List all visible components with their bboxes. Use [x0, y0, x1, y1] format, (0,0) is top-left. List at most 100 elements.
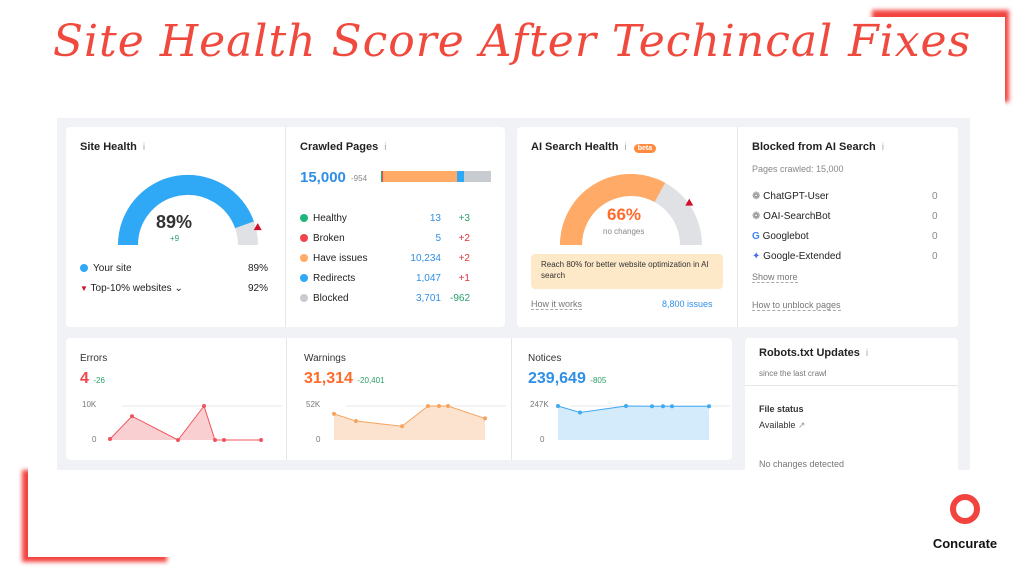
your-site-value: 89%: [248, 263, 269, 274]
crawled-row-value[interactable]: 13: [429, 213, 441, 224]
file-status-label: File status: [759, 404, 804, 414]
concurate-logo: Concurate: [925, 494, 1005, 551]
data-point[interactable]: [426, 404, 430, 408]
data-point[interactable]: [556, 404, 560, 408]
external-link-icon: ↗: [797, 420, 806, 430]
how-it-works-link[interactable]: How it works: [531, 299, 583, 310]
crawled-row-delta: +2: [458, 253, 470, 264]
chart-title: Notices: [528, 353, 562, 364]
crawled-row[interactable]: Healthy: [300, 213, 347, 224]
chevron-down-icon: ⌄: [174, 283, 183, 294]
bot-value: 0: [932, 211, 938, 222]
data-point[interactable]: [130, 414, 134, 419]
no-changes-text: No changes detected: [759, 459, 845, 469]
bar-segment-healthy: [381, 171, 383, 182]
site-health-gauge: [117, 174, 262, 246]
chart-errors: [108, 404, 282, 442]
crawled-row[interactable]: Redirects: [300, 273, 355, 284]
crawled-row[interactable]: Broken: [300, 233, 345, 244]
chart-notices: [556, 404, 730, 440]
bar-segment-broken: [382, 171, 384, 182]
card-ai: AI Search Health i beta 66% no changes Re…: [517, 127, 958, 327]
openai-icon: ❁: [752, 211, 761, 222]
crawled-row-delta: +1: [458, 273, 470, 284]
card-issues: Errors 4 -26 10K 0 Warnings 31,314 -20,40…: [66, 338, 732, 460]
chart-value[interactable]: 4 -26: [80, 370, 105, 387]
file-status-available[interactable]: Available ↗: [759, 420, 806, 430]
divider: [285, 127, 286, 327]
data-point[interactable]: [437, 404, 441, 408]
chart-value[interactable]: 31,314 -20,401: [304, 370, 385, 387]
logo-ring-icon: [950, 494, 980, 524]
google-icon: G: [752, 231, 760, 242]
legend-top10[interactable]: ▼ Top-10% websites ⌄: [80, 283, 183, 294]
data-point[interactable]: [259, 438, 263, 442]
data-point[interactable]: [213, 438, 217, 442]
data-point[interactable]: [650, 404, 654, 409]
pages-crawled: Pages crawled: 15,000: [752, 164, 844, 174]
data-point[interactable]: [578, 410, 582, 415]
data-point[interactable]: [108, 436, 112, 441]
page-title: Site Health Score After Techincal Fixes: [52, 16, 972, 67]
data-point[interactable]: [202, 404, 206, 408]
blocked-ai-title: Blocked from AI Search i: [752, 141, 884, 153]
data-point[interactable]: [661, 404, 665, 409]
crawled-title: Crawled Pages i: [300, 141, 387, 153]
data-point[interactable]: [332, 411, 336, 416]
data-point[interactable]: [446, 404, 450, 408]
legend-your-site: Your site: [80, 263, 132, 274]
openai-icon: ❁: [752, 191, 761, 202]
bot-value: 0: [932, 231, 938, 242]
series-area: [558, 406, 709, 440]
bar-segment-blocked: [464, 171, 491, 182]
data-point[interactable]: [400, 424, 404, 429]
chart-title: Warnings: [304, 353, 346, 364]
data-point[interactable]: [176, 438, 180, 442]
chart-value[interactable]: 239,649 -805: [528, 370, 607, 387]
bot-row: G Googlebot: [752, 231, 809, 242]
data-point[interactable]: [707, 404, 711, 409]
issues-link[interactable]: 8,800 issues: [662, 299, 713, 309]
chart-warnings: [332, 404, 506, 440]
bot-value: 0: [932, 251, 938, 262]
data-point[interactable]: [354, 419, 358, 424]
crawled-row[interactable]: Have issues: [300, 253, 367, 264]
y-tick-zero: 0: [540, 435, 545, 444]
crawled-row-value[interactable]: 5: [435, 233, 441, 244]
top10-value: 92%: [248, 283, 269, 294]
robots-title: Robots.txt Updates i: [759, 347, 869, 359]
crawled-row-value[interactable]: 3,701: [415, 293, 441, 304]
bot-row: ❁ OAI-SearchBot: [752, 211, 831, 222]
ai-health-title: AI Search Health i beta: [531, 141, 657, 153]
dashboard: Site Health i 89% +9 Your site 89% ▼ Top-…: [57, 118, 970, 470]
unblock-link[interactable]: How to unblock pages: [752, 300, 841, 311]
show-more-link[interactable]: Show more: [752, 272, 798, 283]
crawled-row-value[interactable]: 10,234: [410, 253, 441, 264]
card-robots: Robots.txt Updates i since the last crawl…: [745, 338, 958, 470]
crawled-row[interactable]: Blocked: [300, 293, 349, 304]
ai-health-gauge: [560, 173, 702, 246]
bot-row: ❁ ChatGPT-User: [752, 191, 829, 202]
crawled-row-value[interactable]: 1,047: [415, 273, 441, 284]
crawled-delta: -954: [351, 174, 368, 183]
robots-sub: since the last crawl: [759, 369, 827, 378]
bot-row: ✦ Google-Extended: [752, 251, 842, 262]
y-tick-zero: 0: [316, 435, 321, 444]
data-point[interactable]: [670, 404, 674, 409]
y-tick-max: 247K: [530, 400, 549, 409]
crawled-stacked-bar: [381, 171, 491, 182]
ai-tip: Reach 80% for better website optimizatio…: [531, 254, 723, 289]
data-point[interactable]: [222, 438, 226, 442]
crawled-row-delta: -962: [449, 293, 470, 304]
data-point[interactable]: [483, 416, 487, 421]
crawled-row-delta: +2: [458, 233, 470, 244]
divider: [737, 127, 738, 327]
crawled-row-delta: +3: [458, 213, 470, 224]
site-health-title: Site Health i: [80, 141, 146, 153]
crawled-total[interactable]: 15,000: [300, 169, 346, 186]
y-tick-zero: 0: [92, 435, 97, 444]
data-point[interactable]: [624, 404, 628, 408]
series-area: [334, 406, 485, 440]
bar-segment-have-issues: [383, 171, 457, 182]
chart-title: Errors: [80, 353, 108, 364]
